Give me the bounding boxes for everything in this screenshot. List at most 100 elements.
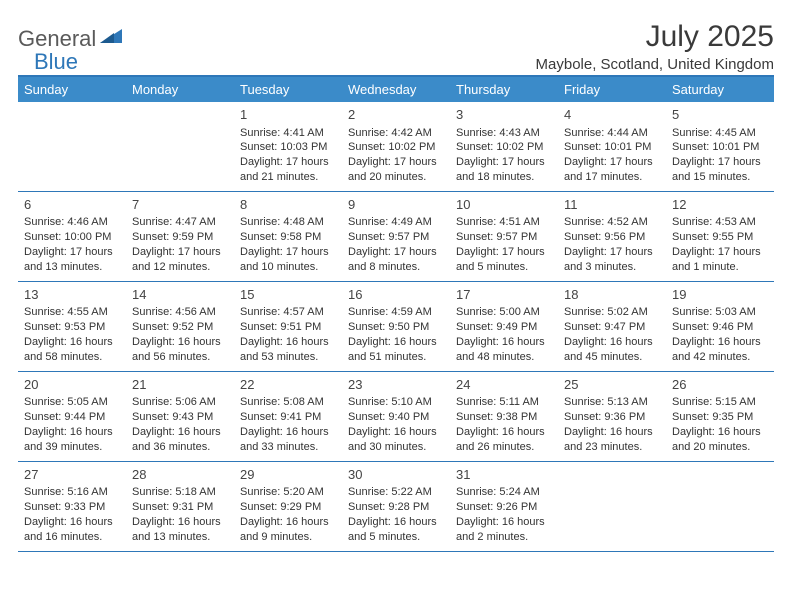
day-number: 25 — [564, 376, 660, 394]
day-number: 9 — [348, 196, 444, 214]
sunrise-text: Sunrise: 4:43 AM — [456, 126, 552, 141]
day-cell: 19Sunrise: 5:03 AMSunset: 9:46 PMDayligh… — [666, 282, 774, 371]
day-number: 1 — [240, 106, 336, 124]
sunset-text: Sunset: 9:57 PM — [456, 230, 552, 245]
sunrise-text: Sunrise: 5:11 AM — [456, 395, 552, 410]
weekday-header: Wednesday — [342, 77, 450, 102]
daylight-text: Daylight: 17 hours and 8 minutes. — [348, 245, 444, 275]
day-number: 15 — [240, 286, 336, 304]
sunset-text: Sunset: 9:51 PM — [240, 320, 336, 335]
day-number: 2 — [348, 106, 444, 124]
weekday-header: Saturday — [666, 77, 774, 102]
month-title: July 2025 — [536, 20, 774, 54]
day-cell: 1Sunrise: 4:41 AMSunset: 10:03 PMDayligh… — [234, 102, 342, 191]
daylight-text: Daylight: 17 hours and 18 minutes. — [456, 155, 552, 185]
day-cell: 31Sunrise: 5:24 AMSunset: 9:26 PMDayligh… — [450, 462, 558, 551]
sunrise-text: Sunrise: 5:06 AM — [132, 395, 228, 410]
day-number: 13 — [24, 286, 120, 304]
daylight-text: Daylight: 16 hours and 36 minutes. — [132, 425, 228, 455]
day-number: 27 — [24, 466, 120, 484]
sunset-text: Sunset: 9:33 PM — [24, 500, 120, 515]
day-cell: 13Sunrise: 4:55 AMSunset: 9:53 PMDayligh… — [18, 282, 126, 371]
daylight-text: Daylight: 16 hours and 26 minutes. — [456, 425, 552, 455]
sunrise-text: Sunrise: 5:20 AM — [240, 485, 336, 500]
sunrise-text: Sunrise: 4:57 AM — [240, 305, 336, 320]
day-cell: 8Sunrise: 4:48 AMSunset: 9:58 PMDaylight… — [234, 192, 342, 281]
day-cell: 30Sunrise: 5:22 AMSunset: 9:28 PMDayligh… — [342, 462, 450, 551]
daylight-text: Daylight: 17 hours and 3 minutes. — [564, 245, 660, 275]
sunrise-text: Sunrise: 5:10 AM — [348, 395, 444, 410]
calendar-table: SundayMondayTuesdayWednesdayThursdayFrid… — [18, 75, 774, 552]
day-cell: 5Sunrise: 4:45 AMSunset: 10:01 PMDayligh… — [666, 102, 774, 191]
day-cell: 26Sunrise: 5:15 AMSunset: 9:35 PMDayligh… — [666, 372, 774, 461]
day-number: 7 — [132, 196, 228, 214]
day-cell: 22Sunrise: 5:08 AMSunset: 9:41 PMDayligh… — [234, 372, 342, 461]
day-number: 11 — [564, 196, 660, 214]
empty-cell — [126, 102, 234, 191]
sunrise-text: Sunrise: 4:53 AM — [672, 215, 768, 230]
sunset-text: Sunset: 9:29 PM — [240, 500, 336, 515]
sunset-text: Sunset: 10:00 PM — [24, 230, 120, 245]
day-number: 12 — [672, 196, 768, 214]
day-number: 23 — [348, 376, 444, 394]
sunrise-text: Sunrise: 5:18 AM — [132, 485, 228, 500]
week-row: 13Sunrise: 4:55 AMSunset: 9:53 PMDayligh… — [18, 282, 774, 372]
sunrise-text: Sunrise: 4:45 AM — [672, 126, 768, 141]
sunset-text: Sunset: 9:41 PM — [240, 410, 336, 425]
empty-cell — [18, 102, 126, 191]
day-number: 22 — [240, 376, 336, 394]
daylight-text: Daylight: 16 hours and 13 minutes. — [132, 515, 228, 545]
sunrise-text: Sunrise: 5:15 AM — [672, 395, 768, 410]
location-text: Maybole, Scotland, United Kingdom — [536, 56, 774, 73]
sunset-text: Sunset: 10:01 PM — [672, 140, 768, 155]
day-number: 14 — [132, 286, 228, 304]
sunrise-text: Sunrise: 4:55 AM — [24, 305, 120, 320]
daylight-text: Daylight: 17 hours and 17 minutes. — [564, 155, 660, 185]
daylight-text: Daylight: 16 hours and 9 minutes. — [240, 515, 336, 545]
daylight-text: Daylight: 17 hours and 10 minutes. — [240, 245, 336, 275]
sunset-text: Sunset: 9:53 PM — [24, 320, 120, 335]
day-cell: 15Sunrise: 4:57 AMSunset: 9:51 PMDayligh… — [234, 282, 342, 371]
day-cell: 3Sunrise: 4:43 AMSunset: 10:02 PMDayligh… — [450, 102, 558, 191]
day-number: 31 — [456, 466, 552, 484]
sunrise-text: Sunrise: 5:13 AM — [564, 395, 660, 410]
daylight-text: Daylight: 17 hours and 20 minutes. — [348, 155, 444, 185]
day-cell: 11Sunrise: 4:52 AMSunset: 9:56 PMDayligh… — [558, 192, 666, 281]
sunset-text: Sunset: 9:28 PM — [348, 500, 444, 515]
sunrise-text: Sunrise: 4:41 AM — [240, 126, 336, 141]
weekday-header: Sunday — [18, 77, 126, 102]
daylight-text: Daylight: 16 hours and 5 minutes. — [348, 515, 444, 545]
sunset-text: Sunset: 9:49 PM — [456, 320, 552, 335]
day-number: 19 — [672, 286, 768, 304]
sunset-text: Sunset: 9:57 PM — [348, 230, 444, 245]
day-cell: 27Sunrise: 5:16 AMSunset: 9:33 PMDayligh… — [18, 462, 126, 551]
day-cell: 14Sunrise: 4:56 AMSunset: 9:52 PMDayligh… — [126, 282, 234, 371]
daylight-text: Daylight: 16 hours and 58 minutes. — [24, 335, 120, 365]
sunrise-text: Sunrise: 4:44 AM — [564, 126, 660, 141]
sunrise-text: Sunrise: 4:51 AM — [456, 215, 552, 230]
sunset-text: Sunset: 9:46 PM — [672, 320, 768, 335]
calendar-page: General July 2025 Maybole, Scotland, Uni… — [0, 0, 792, 552]
day-number: 10 — [456, 196, 552, 214]
daylight-text: Daylight: 16 hours and 30 minutes. — [348, 425, 444, 455]
sunset-text: Sunset: 9:36 PM — [564, 410, 660, 425]
day-cell: 10Sunrise: 4:51 AMSunset: 9:57 PMDayligh… — [450, 192, 558, 281]
day-cell: 18Sunrise: 5:02 AMSunset: 9:47 PMDayligh… — [558, 282, 666, 371]
daylight-text: Daylight: 16 hours and 39 minutes. — [24, 425, 120, 455]
sunset-text: Sunset: 9:56 PM — [564, 230, 660, 245]
day-cell: 7Sunrise: 4:47 AMSunset: 9:59 PMDaylight… — [126, 192, 234, 281]
empty-cell — [666, 462, 774, 551]
sunset-text: Sunset: 9:58 PM — [240, 230, 336, 245]
weekday-header-row: SundayMondayTuesdayWednesdayThursdayFrid… — [18, 77, 774, 102]
daylight-text: Daylight: 16 hours and 48 minutes. — [456, 335, 552, 365]
sunset-text: Sunset: 9:26 PM — [456, 500, 552, 515]
sunrise-text: Sunrise: 4:46 AM — [24, 215, 120, 230]
daylight-text: Daylight: 16 hours and 56 minutes. — [132, 335, 228, 365]
day-number: 5 — [672, 106, 768, 124]
day-cell: 9Sunrise: 4:49 AMSunset: 9:57 PMDaylight… — [342, 192, 450, 281]
sunset-text: Sunset: 9:43 PM — [132, 410, 228, 425]
day-number: 24 — [456, 376, 552, 394]
sunset-text: Sunset: 10:01 PM — [564, 140, 660, 155]
sunrise-text: Sunrise: 5:05 AM — [24, 395, 120, 410]
daylight-text: Daylight: 16 hours and 53 minutes. — [240, 335, 336, 365]
